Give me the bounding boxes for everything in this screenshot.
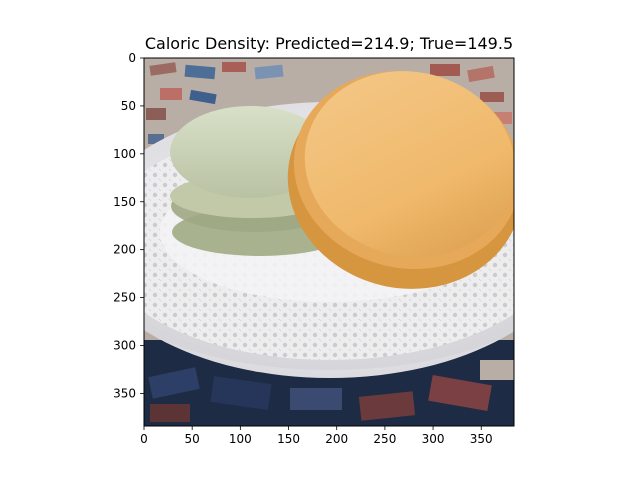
x-tick-label: 300 — [422, 432, 445, 446]
y-tick-label: 0 — [128, 51, 136, 65]
x-tick-label: 350 — [470, 432, 493, 446]
y-tick-label: 200 — [113, 243, 136, 257]
y-axis-ticks: 0 50 100 150 200 250 300 350 — [113, 51, 144, 400]
x-tick-label: 200 — [325, 432, 348, 446]
axes-frame — [143, 57, 515, 427]
x-tick-label: 150 — [277, 432, 300, 446]
x-tick-label: 250 — [373, 432, 396, 446]
y-tick-label: 300 — [113, 339, 136, 353]
x-tick-label: 100 — [229, 432, 252, 446]
x-tick-label: 50 — [185, 432, 200, 446]
y-tick-label: 350 — [113, 386, 136, 400]
y-tick-label: 50 — [121, 99, 136, 113]
photo — [144, 58, 514, 426]
x-tick-label: 0 — [140, 432, 148, 446]
chart-title: Caloric Density: Predicted=214.9; True=1… — [145, 34, 513, 53]
x-axis-ticks: 0 50 100 150 200 250 300 350 — [140, 426, 493, 446]
y-tick-label: 100 — [113, 147, 136, 161]
y-tick-label: 250 — [113, 291, 136, 305]
y-tick-label: 150 — [113, 195, 136, 209]
orange-macaron — [287, 70, 514, 289]
